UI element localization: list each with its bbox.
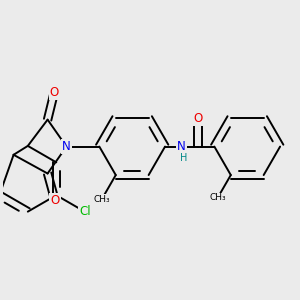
Text: O: O (50, 86, 59, 99)
Text: N: N (62, 140, 71, 153)
Text: CH₃: CH₃ (94, 195, 110, 204)
Text: O: O (50, 194, 60, 207)
Text: H: H (180, 152, 187, 163)
Text: N: N (177, 140, 186, 153)
Text: Cl: Cl (79, 205, 91, 218)
Text: CH₃: CH₃ (209, 193, 226, 202)
Text: O: O (193, 112, 203, 125)
